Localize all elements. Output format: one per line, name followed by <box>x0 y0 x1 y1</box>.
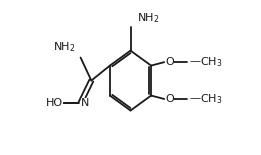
Text: O: O <box>165 57 174 67</box>
Text: O: O <box>165 94 174 104</box>
Text: NH$_2$: NH$_2$ <box>137 11 159 25</box>
Text: HO: HO <box>46 98 63 108</box>
Text: —CH$_3$: —CH$_3$ <box>189 55 222 69</box>
Text: N: N <box>81 98 90 108</box>
Text: —CH$_3$: —CH$_3$ <box>189 92 222 106</box>
Text: NH$_2$: NH$_2$ <box>54 41 76 54</box>
